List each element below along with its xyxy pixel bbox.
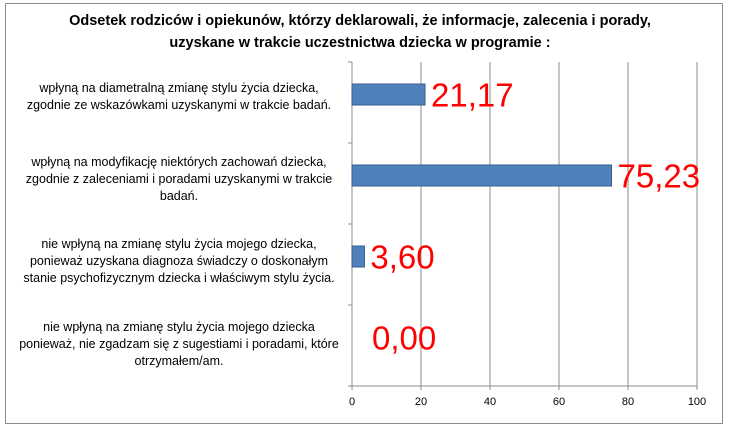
bar-1: [351, 164, 613, 187]
x-tick-label-60: 60: [553, 396, 565, 408]
data-label-0: 21,17: [431, 77, 514, 114]
x-tick-label-0: 0: [349, 396, 355, 408]
chart-title-text: Odsetek rodziców i opiekunów, którzy dek…: [69, 13, 651, 51]
data-label-3: 0,00: [372, 320, 436, 357]
category-label-3-line-1: nie wpłyną na zmianę stylu życia mojego …: [43, 320, 315, 334]
category-label-1-line-1: wpłyną na modyfikację niektórych zachowa…: [31, 155, 327, 169]
chart-title: Odsetek rodziców i opiekunów, którzy dek…: [60, 10, 660, 54]
category-label-2: nie wpłyną na zmianę stylu życia mojego …: [18, 236, 340, 287]
category-label-3-line-2: ponieważ, nie zgadzam się z sugestiami i…: [19, 337, 339, 351]
x-tick-label-20: 20: [415, 396, 427, 408]
x-tick-label-80: 80: [622, 396, 634, 408]
x-tick-label-40: 40: [484, 396, 496, 408]
category-label-2-line-1: nie wpłyną na zmianę stylu życia mojego …: [41, 237, 317, 251]
category-label-0: wpłyną na diametralną zmianę stylu życia…: [18, 80, 340, 114]
category-label-1-line-2: zgodnie z zaleceniami i poradami uzyskan…: [25, 172, 333, 186]
x-tick-label-100: 100: [688, 396, 706, 408]
category-label-1: wpłyną na modyfikację niektórych zachowa…: [18, 154, 340, 205]
data-label-1: 75,23: [618, 158, 701, 195]
bar-2: [351, 245, 365, 268]
category-label-3: nie wpłyną na zmianę stylu życia mojego …: [18, 319, 340, 370]
category-label-3-line-3: otrzymałem/am.: [134, 354, 224, 368]
category-label-2-line-2: ponieważ uzyskana diagnoza świadczy o do…: [29, 254, 329, 268]
category-label-0-line-2: zgodnie ze wskazówkami uzyskanymi w trak…: [26, 98, 332, 112]
bar-0: [351, 83, 426, 106]
category-label-1-line-3: badań.: [159, 189, 199, 203]
category-label-2-line-3: stanie psychofizycznym dziecka i właściw…: [23, 271, 335, 285]
data-label-2: 3,60: [370, 239, 434, 276]
chart-frame: [5, 3, 723, 424]
category-label-0-line-1: wpłyną na diametralną zmianę stylu życia…: [39, 81, 319, 95]
